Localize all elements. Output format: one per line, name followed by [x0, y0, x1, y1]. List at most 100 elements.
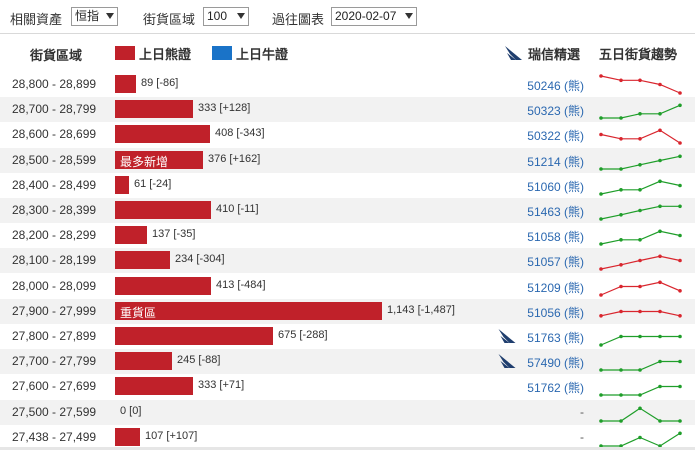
range-cell: 28,600 - 28,699 — [12, 127, 97, 142]
sparkline-line — [601, 104, 681, 119]
sparkline-point — [678, 288, 682, 293]
table-row[interactable]: 28,400 - 28,499 61 [-24] 51060 (熊) — [0, 173, 695, 198]
range-cell: 27,500 - 27,599 — [12, 404, 97, 419]
bear-bar[interactable]: 最多新增 — [115, 150, 203, 169]
sparkline-point — [638, 435, 642, 440]
warrant-code-link[interactable]: 51463 (熊) — [527, 205, 584, 219]
past-chart-date-select[interactable]: 2020-02-07 — [331, 7, 417, 26]
bar-value-label: 333 [+128] — [198, 102, 251, 115]
chevron-down-icon — [237, 13, 245, 19]
related-asset-select[interactable]: 恒指 — [71, 7, 118, 26]
sparkline-point — [599, 368, 603, 372]
chevron-down-icon — [405, 13, 413, 19]
sparkline-point — [678, 154, 682, 158]
warrant-code-link[interactable]: 51762 (熊) — [527, 381, 584, 396]
range-cell: 27,800 - 27,899 — [12, 329, 97, 343]
sparkline-point — [678, 334, 682, 339]
table-row[interactable]: 27,700 - 27,799 245 [-88] 57490 (熊) — [0, 349, 695, 375]
five-day-trend-sparkline — [599, 309, 682, 318]
table-row[interactable]: 27,438 - 27,499 107 [+107] - — [0, 425, 695, 450]
warrant-code-link[interactable]: 51057 (熊) — [527, 255, 584, 270]
credit-suisse-sails-icon — [498, 354, 516, 369]
five-day-trend-sparkline — [599, 254, 682, 272]
sparkline-point — [658, 229, 662, 234]
sparkline-point — [599, 166, 603, 171]
range-cell: 28,200 - 28,299 — [12, 228, 97, 243]
five-day-trend-sparkline — [599, 74, 682, 95]
table-row[interactable]: 28,600 - 28,699 408 [-343] 50322 (熊) — [0, 122, 695, 147]
warrant-code-empty: - — [580, 429, 584, 444]
sparkline-point — [658, 204, 662, 209]
sparkline-point — [658, 385, 662, 389]
sparkline-point — [619, 284, 623, 288]
bear-bar[interactable] — [115, 327, 273, 345]
table-row[interactable]: 27,900 - 27,999 重貨區 1,143 [-1,487] 51056 (熊… — [0, 298, 695, 324]
bear-bar[interactable] — [115, 175, 129, 194]
sparkline-point — [658, 82, 662, 87]
credit-suisse-sails-icon — [505, 46, 522, 60]
sparkline-point — [658, 334, 662, 339]
table-row[interactable]: 27,800 - 27,899 675 [-288] 51763 (熊) — [0, 324, 695, 349]
table-row[interactable]: 28,500 - 28,599 最多新增 376 [+162] 51214 (熊) — [0, 147, 695, 173]
table-row[interactable]: 28,000 - 28,099 413 [-484] 51209 (熊) — [0, 274, 695, 299]
sparkline-point — [638, 334, 642, 339]
sparkline-point — [619, 166, 623, 171]
warrant-code-link[interactable]: 51214 (熊) — [527, 154, 584, 169]
bar-value-label: 0 [0] — [120, 404, 142, 417]
street-range-select[interactable]: 100 — [203, 7, 249, 26]
warrant-code-link[interactable]: 50323 (熊) — [527, 104, 584, 119]
sparkline-point — [599, 74, 603, 78]
bear-bar[interactable] — [115, 276, 211, 295]
toolbar-divider — [0, 33, 695, 34]
range-cell: 28,100 - 28,199 — [12, 253, 97, 268]
table-row[interactable]: 28,700 - 28,799 333 [+128] 50323 (熊) — [0, 97, 695, 123]
sparkline-point — [678, 91, 682, 95]
sparkline-line — [600, 75, 681, 94]
bear-bar[interactable] — [115, 377, 193, 396]
sparkline-point — [678, 233, 682, 238]
warrant-code-link[interactable]: 51058 (熊) — [527, 230, 584, 245]
table-row[interactable]: 28,800 - 28,899 89 [-86] 50246 (熊) — [0, 72, 695, 97]
sparkline-point — [619, 263, 623, 267]
bar-value-label: 234 [-304] — [175, 253, 225, 266]
bar-value-label: 89 [-86] — [141, 77, 179, 89]
bar-value-label: 413 [-484] — [216, 278, 266, 291]
bear-bar[interactable] — [115, 100, 193, 119]
bear-bar[interactable] — [115, 352, 172, 371]
sparkline-point — [638, 187, 642, 192]
warrant-code-link[interactable]: 50246 (熊) — [527, 79, 584, 93]
five-day-trend-sparkline — [599, 280, 682, 297]
sparkline-point — [658, 179, 662, 183]
range-cell: 27,600 - 27,699 — [12, 379, 97, 394]
sparkline-point — [619, 393, 623, 398]
warrant-code-link[interactable]: 51209 (熊) — [527, 280, 584, 295]
table-row[interactable]: 28,100 - 28,199 234 [-304] 51057 (熊) — [0, 248, 695, 274]
sparkline-point — [678, 359, 682, 364]
warrant-code-link[interactable]: 51056 (熊) — [527, 305, 584, 320]
table-row[interactable]: 28,300 - 28,399 410 [-11] 51463 (熊) — [0, 198, 695, 223]
range-cell: 27,700 - 27,799 — [12, 354, 97, 369]
table-row[interactable]: 27,500 - 27,599 0 [0] - — [0, 399, 695, 425]
table-row[interactable]: 27,600 - 27,699 333 [+71] 51762 (熊) — [0, 374, 695, 399]
warrant-code-link[interactable]: 51763 (熊) — [527, 331, 584, 345]
sparkline-line — [600, 205, 680, 220]
range-cell: 28,000 - 28,099 — [12, 278, 97, 293]
range-cell: 28,700 - 28,799 — [12, 102, 97, 117]
bear-bar[interactable]: 重貨區 — [115, 301, 382, 320]
bear-bar[interactable] — [115, 226, 147, 245]
bear-bar[interactable] — [115, 75, 136, 93]
bear-bar[interactable] — [115, 251, 170, 270]
five-day-trend-sparkline — [599, 154, 682, 171]
sparkline-point — [678, 313, 682, 318]
bear-bar[interactable] — [115, 201, 211, 219]
sparkline-point — [638, 78, 642, 83]
warrant-code-link[interactable]: 51060 (熊) — [527, 179, 584, 194]
warrant-code-link[interactable]: 50322 (熊) — [527, 129, 584, 144]
warrant-code-link[interactable]: 57490 (熊) — [527, 356, 584, 371]
bar-value-label: 333 [+71] — [198, 379, 245, 392]
bear-bar[interactable] — [115, 125, 210, 144]
bar-value-label: 410 [-11] — [216, 203, 259, 215]
sparkline-point — [619, 443, 623, 448]
bear-bar[interactable] — [115, 427, 140, 446]
table-row[interactable]: 28,200 - 28,299 137 [-35] 51058 (熊) — [0, 223, 695, 248]
